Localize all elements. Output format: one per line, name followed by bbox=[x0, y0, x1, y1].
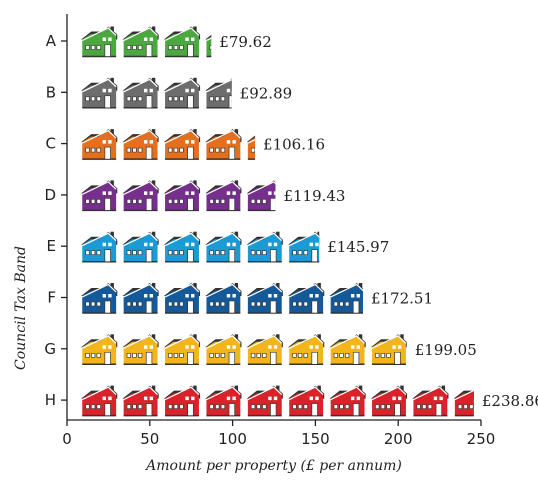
bar-G bbox=[81, 334, 407, 366]
house-icon bbox=[370, 334, 407, 366]
house-icon bbox=[370, 385, 408, 417]
house-icon bbox=[122, 77, 159, 109]
x-tick-label: 100 bbox=[218, 430, 247, 448]
x-tick-label: 0 bbox=[62, 430, 72, 448]
house-icon bbox=[163, 283, 201, 314]
house-icon bbox=[205, 78, 232, 109]
house-icon bbox=[246, 231, 283, 263]
house-icon bbox=[122, 129, 159, 160]
value-label: £238.86 bbox=[482, 392, 538, 410]
house-icon bbox=[163, 231, 201, 263]
value-label: £106.16 bbox=[263, 136, 325, 154]
value-label: £79.62 bbox=[219, 33, 272, 51]
house-icon bbox=[205, 180, 242, 212]
house-icon bbox=[163, 129, 201, 160]
house-icon bbox=[122, 231, 159, 263]
house-icon bbox=[122, 385, 159, 417]
house-icon bbox=[329, 334, 366, 366]
house-icon bbox=[453, 389, 474, 417]
x-tick-label: 50 bbox=[140, 430, 159, 448]
value-label: £199.05 bbox=[415, 341, 477, 359]
house-icon bbox=[81, 385, 118, 417]
house-icon bbox=[81, 180, 118, 212]
house-icon bbox=[288, 283, 325, 314]
house-icon bbox=[163, 26, 201, 58]
bar-F bbox=[81, 283, 363, 314]
house-icon bbox=[122, 180, 159, 212]
value-label: £119.43 bbox=[283, 187, 345, 205]
house-icon bbox=[81, 77, 118, 109]
house-icon bbox=[205, 283, 242, 314]
y-axis-title: Council Tax Band bbox=[13, 246, 29, 370]
house-icon bbox=[81, 334, 118, 366]
category-label: A bbox=[46, 32, 57, 50]
house-icon bbox=[81, 283, 118, 314]
bar-B bbox=[81, 77, 232, 109]
category-label: C bbox=[46, 135, 56, 153]
house-icon bbox=[329, 385, 366, 417]
house-icon bbox=[246, 135, 256, 160]
category-label: F bbox=[47, 289, 56, 307]
house-icon bbox=[246, 334, 283, 366]
bar-H bbox=[81, 385, 474, 417]
x-tick-label: 250 bbox=[467, 430, 496, 448]
house-icon bbox=[205, 129, 242, 160]
house-icon bbox=[246, 180, 276, 212]
house-icon bbox=[412, 385, 449, 417]
house-icon bbox=[288, 334, 325, 366]
house-icon bbox=[205, 334, 242, 366]
value-label: £172.51 bbox=[371, 290, 433, 308]
bar-E bbox=[81, 231, 320, 263]
house-icon bbox=[163, 77, 201, 109]
house-icon bbox=[81, 129, 118, 160]
house-icon bbox=[288, 385, 325, 417]
value-label: £145.97 bbox=[327, 238, 389, 256]
house-icon bbox=[246, 385, 283, 417]
house-icon bbox=[163, 385, 201, 417]
bar-C bbox=[81, 129, 256, 160]
x-axis-title: Amount per property (£ per annum) bbox=[144, 458, 402, 474]
category-label: D bbox=[44, 186, 56, 204]
plot-area bbox=[81, 26, 474, 417]
category-label: E bbox=[47, 237, 56, 255]
bar-A bbox=[81, 26, 212, 58]
house-icon bbox=[205, 34, 212, 58]
house-icon bbox=[163, 334, 201, 366]
house-icon bbox=[122, 334, 159, 366]
category-label: G bbox=[44, 340, 56, 358]
category-label: H bbox=[45, 391, 56, 409]
house-icon bbox=[163, 180, 201, 212]
house-icon bbox=[205, 385, 242, 417]
category-label: B bbox=[46, 83, 56, 101]
house-icon bbox=[288, 231, 320, 263]
bar-D bbox=[81, 180, 276, 212]
house-icon bbox=[205, 231, 242, 263]
x-tick-label: 200 bbox=[384, 430, 413, 448]
house-icon bbox=[81, 231, 118, 263]
house-icon bbox=[122, 283, 159, 314]
house-icon bbox=[246, 283, 283, 314]
value-label: £92.89 bbox=[240, 84, 293, 102]
x-tick-label: 150 bbox=[301, 430, 330, 448]
house-icon bbox=[81, 26, 118, 58]
house-icon bbox=[329, 283, 363, 314]
house-icon bbox=[122, 26, 159, 58]
